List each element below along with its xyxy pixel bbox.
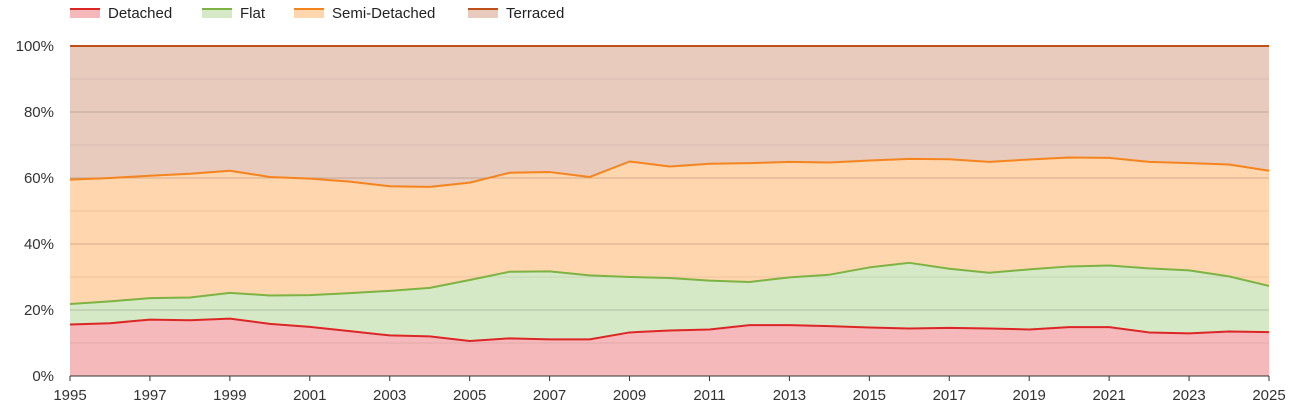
area-terraced [70,46,1269,187]
x-tick-label: 2023 [1172,387,1205,404]
x-tick-label: 2005 [453,387,486,404]
x-tick-label: 1995 [53,387,86,404]
legend-swatch-line [70,8,100,10]
line-detached [69,317,1270,343]
x-tick-label: 2001 [293,387,326,404]
y-tick-label: 20% [24,302,54,319]
legend-item-flat[interactable]: Flat [202,5,266,22]
x-tick-label: 2019 [1013,387,1046,404]
y-tick-label: 100% [16,38,54,55]
x-axis-tick-labels: 1995 1997 1999 2001 2003 2005 2007 2009 2011 2013… [53,387,1285,404]
area-detached [70,318,1269,376]
legend-item-terraced[interactable]: Terraced [468,5,564,22]
legend-swatch-line [202,8,232,10]
area-semi-detached [70,157,1269,305]
y-tick-label: 80% [24,104,54,121]
y-tick-label: 40% [24,236,54,253]
axes [69,375,1270,381]
x-tick-label: 2009 [613,387,646,404]
legend-label: Detached [108,5,172,22]
y-axis-tick-labels: 0% 20% 40% 60% 80% 100% [16,38,54,385]
legend-swatch [70,8,100,18]
legend-label: Flat [240,5,266,22]
x-tick-label: 2021 [1092,387,1125,404]
legend-label: Semi-Detached [332,5,435,22]
x-tick-label: 2007 [533,387,566,404]
y-tick-label: 0% [32,368,54,385]
series-areas [70,46,1269,376]
y-tick-label: 60% [24,170,54,187]
legend-swatch-line [468,8,498,10]
area-flat [70,262,1269,342]
x-tick-label: 2003 [373,387,406,404]
legend-label: Terraced [506,5,564,22]
x-tick-label: 2013 [773,387,806,404]
x-tick-label: 2017 [933,387,966,404]
x-tick-label: 1999 [213,387,246,404]
x-tick-label: 2025 [1252,387,1285,404]
legend-item-semi-detached[interactable]: Semi-Detached [294,5,435,22]
legend: Detached Flat Semi-Detached Terraced [70,5,564,22]
x-tick-label: 2015 [853,387,886,404]
line-semi-detached [69,156,1270,188]
legend-swatch [468,8,498,18]
legend-item-detached[interactable]: Detached [70,5,172,22]
legend-swatch-line [294,8,324,10]
legend-swatch [294,8,324,18]
series-lines [69,45,1270,343]
x-tick-label: 2011 [693,387,725,404]
legend-swatch [202,8,232,18]
line-flat [69,261,1270,306]
x-tick-label: 1997 [133,387,166,404]
